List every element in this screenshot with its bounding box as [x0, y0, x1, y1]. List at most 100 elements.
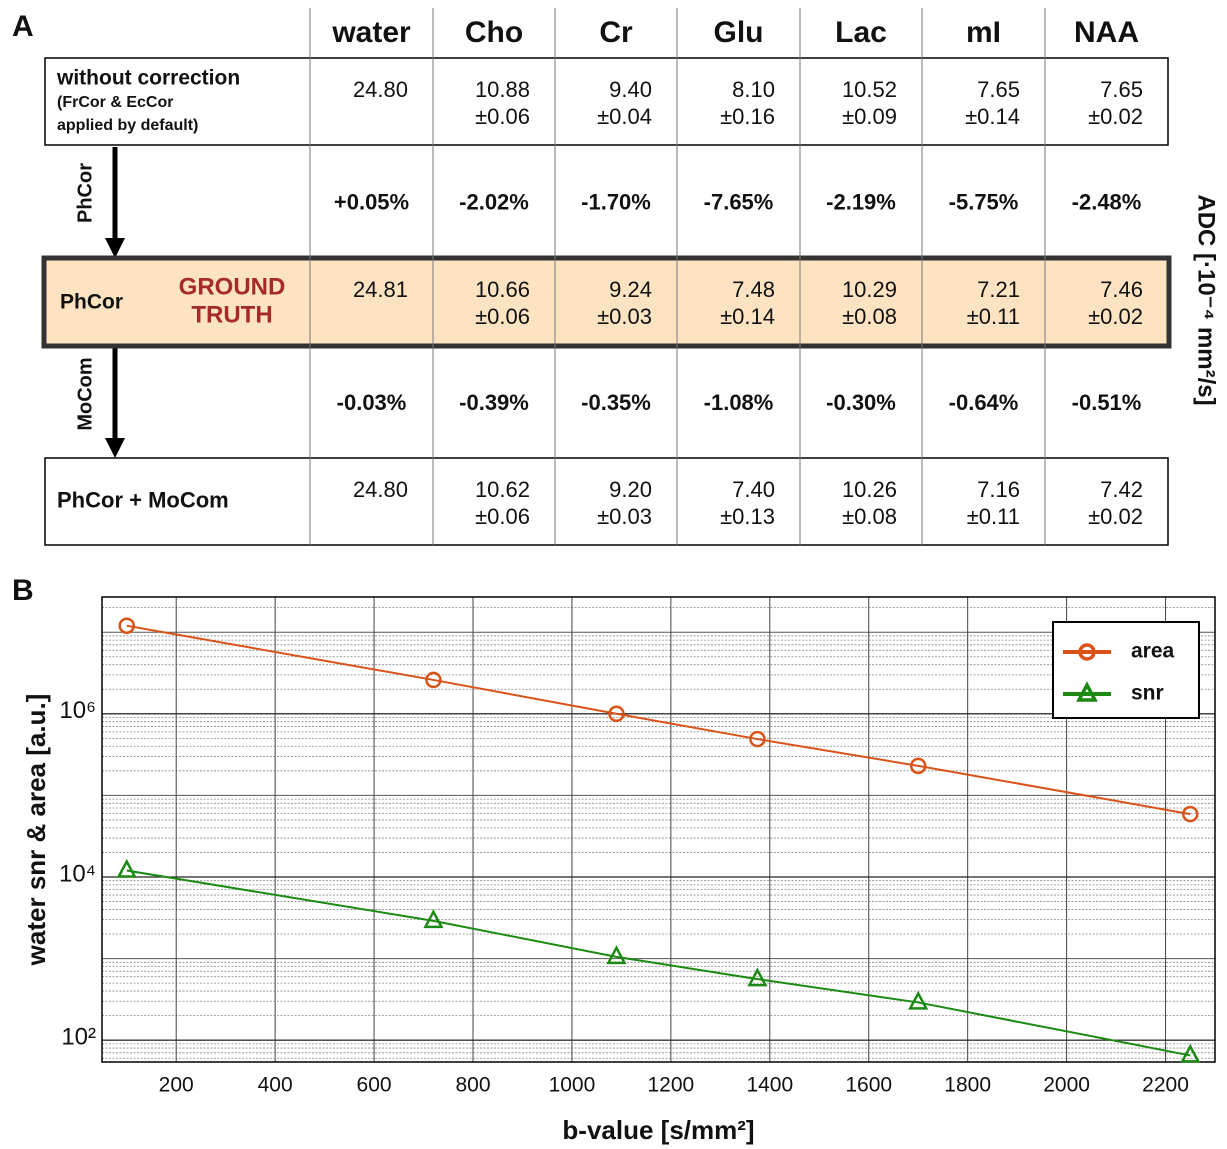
change-value: -7.65%	[704, 189, 774, 214]
x-tick-label: 1000	[549, 1074, 596, 1097]
change-value: -0.03%	[337, 390, 407, 415]
adc-value: 7.42	[1100, 477, 1143, 502]
sd-value: ±0.16	[720, 104, 775, 129]
sd-value: ±0.06	[475, 304, 530, 329]
sd-value: ±0.08	[842, 304, 897, 329]
side-label: ADC [·10⁻⁴ mm²/s]	[1193, 194, 1220, 405]
sd-value: ±0.08	[842, 504, 897, 529]
sd-value: ±0.04	[597, 104, 652, 129]
marker	[1076, 681, 1098, 702]
ground-truth-row	[41, 255, 1172, 349]
sd-value: ±0.14	[720, 304, 775, 329]
marker	[1182, 805, 1199, 823]
change-value: -0.30%	[826, 390, 896, 415]
sd-value: ±0.02	[1088, 504, 1143, 529]
sd-value: ±0.11	[967, 504, 1020, 529]
marker	[425, 671, 442, 689]
marker	[118, 617, 135, 634]
ground-truth-label: GROUND	[179, 273, 286, 300]
change-value: -2.48%	[1072, 189, 1142, 214]
adc-value: 10.66	[475, 277, 530, 302]
adc-value: 9.20	[609, 477, 652, 502]
row-label: without correction	[56, 67, 240, 90]
marker	[909, 757, 927, 775]
adc-value: 7.21	[977, 277, 1020, 302]
arrows	[105, 147, 125, 458]
adc-value: 24.80	[353, 477, 408, 502]
column-header: NAA	[1074, 16, 1139, 49]
adc-value: 10.29	[842, 277, 897, 302]
sd-value: ±0.02	[1088, 104, 1143, 129]
change-value: -0.39%	[459, 390, 529, 415]
x-tick-label: 200	[159, 1074, 194, 1097]
x-tick-label: 1200	[648, 1074, 695, 1097]
row-sublabel: applied by default)	[57, 117, 198, 134]
step-label: PhCor	[74, 163, 96, 223]
adc-value: 7.65	[1100, 77, 1143, 102]
adc-value: 10.88	[475, 77, 530, 102]
column-header: Lac	[835, 16, 887, 49]
series-line	[126, 869, 1191, 1057]
x-tick-label: 600	[357, 1074, 392, 1097]
ground-truth-label: TRUTH	[191, 301, 272, 328]
sd-value: ±0.09	[842, 104, 897, 129]
sd-value: ±0.02	[1088, 304, 1143, 329]
marker	[908, 990, 929, 1010]
change-value: -1.08%	[704, 390, 774, 415]
adc-value: 7.48	[732, 277, 775, 302]
x-tick-label: 800	[455, 1074, 490, 1097]
x-axis-label: b-value [s/mm²]	[562, 1115, 754, 1145]
y-tick-label: 10⁶	[59, 697, 96, 724]
column-header: mI	[966, 16, 1001, 49]
step-label: MoCom	[74, 357, 96, 430]
change-value: -2.02%	[459, 189, 529, 214]
adc-value: 9.40	[609, 77, 652, 102]
adc-value: 7.65	[977, 77, 1020, 102]
marker	[1078, 643, 1096, 661]
change-value: -0.35%	[581, 390, 651, 415]
row-box	[44, 57, 1169, 146]
x-tick-label: 1800	[944, 1074, 991, 1097]
marker	[747, 967, 768, 987]
marker	[606, 945, 627, 965]
plot-frame	[101, 596, 1216, 1063]
y-axis-label: water snr & area [a.u.]	[21, 694, 51, 967]
adc-value: 10.26	[842, 477, 897, 502]
adc-value: 9.24	[609, 277, 652, 302]
panel-label: A	[12, 10, 34, 43]
plot-area	[102, 597, 1215, 1062]
y-tick-label: 10²	[61, 1024, 96, 1051]
change-value: -0.64%	[949, 390, 1019, 415]
x-tick-label: 1600	[845, 1074, 892, 1097]
x-tick-label: 400	[258, 1074, 293, 1097]
row-box	[44, 457, 1169, 546]
legend-label: snr	[1131, 682, 1164, 705]
marker	[116, 858, 137, 878]
legend-label: area	[1131, 640, 1175, 663]
change-value: +0.05%	[334, 189, 409, 214]
adc-value: 7.40	[732, 477, 775, 502]
sd-value: ±0.13	[720, 504, 775, 529]
column-header: Cr	[599, 16, 633, 49]
legend	[1052, 621, 1200, 719]
row-label: PhCor	[60, 291, 123, 314]
panel-label: B	[12, 574, 34, 607]
x-tick-label: 2200	[1142, 1074, 1189, 1097]
change-value: -0.51%	[1072, 390, 1142, 415]
marker	[608, 705, 625, 723]
row-label: PhCor + MoCom	[57, 487, 229, 512]
column-header: water	[331, 16, 411, 49]
change-value: -5.75%	[949, 189, 1019, 214]
adc-value: 24.81	[353, 277, 408, 302]
change-value: -2.19%	[826, 189, 896, 214]
change-value: -1.70%	[581, 189, 651, 214]
adc-value: 7.16	[977, 477, 1020, 502]
y-tick-label: 10⁴	[59, 860, 96, 887]
sd-value: ±0.11	[967, 304, 1020, 329]
x-tick-label: 2000	[1043, 1074, 1090, 1097]
adc-value: 10.62	[475, 477, 530, 502]
column-header: Glu	[714, 16, 764, 49]
series-line	[126, 624, 1191, 816]
marker	[1180, 1043, 1201, 1063]
